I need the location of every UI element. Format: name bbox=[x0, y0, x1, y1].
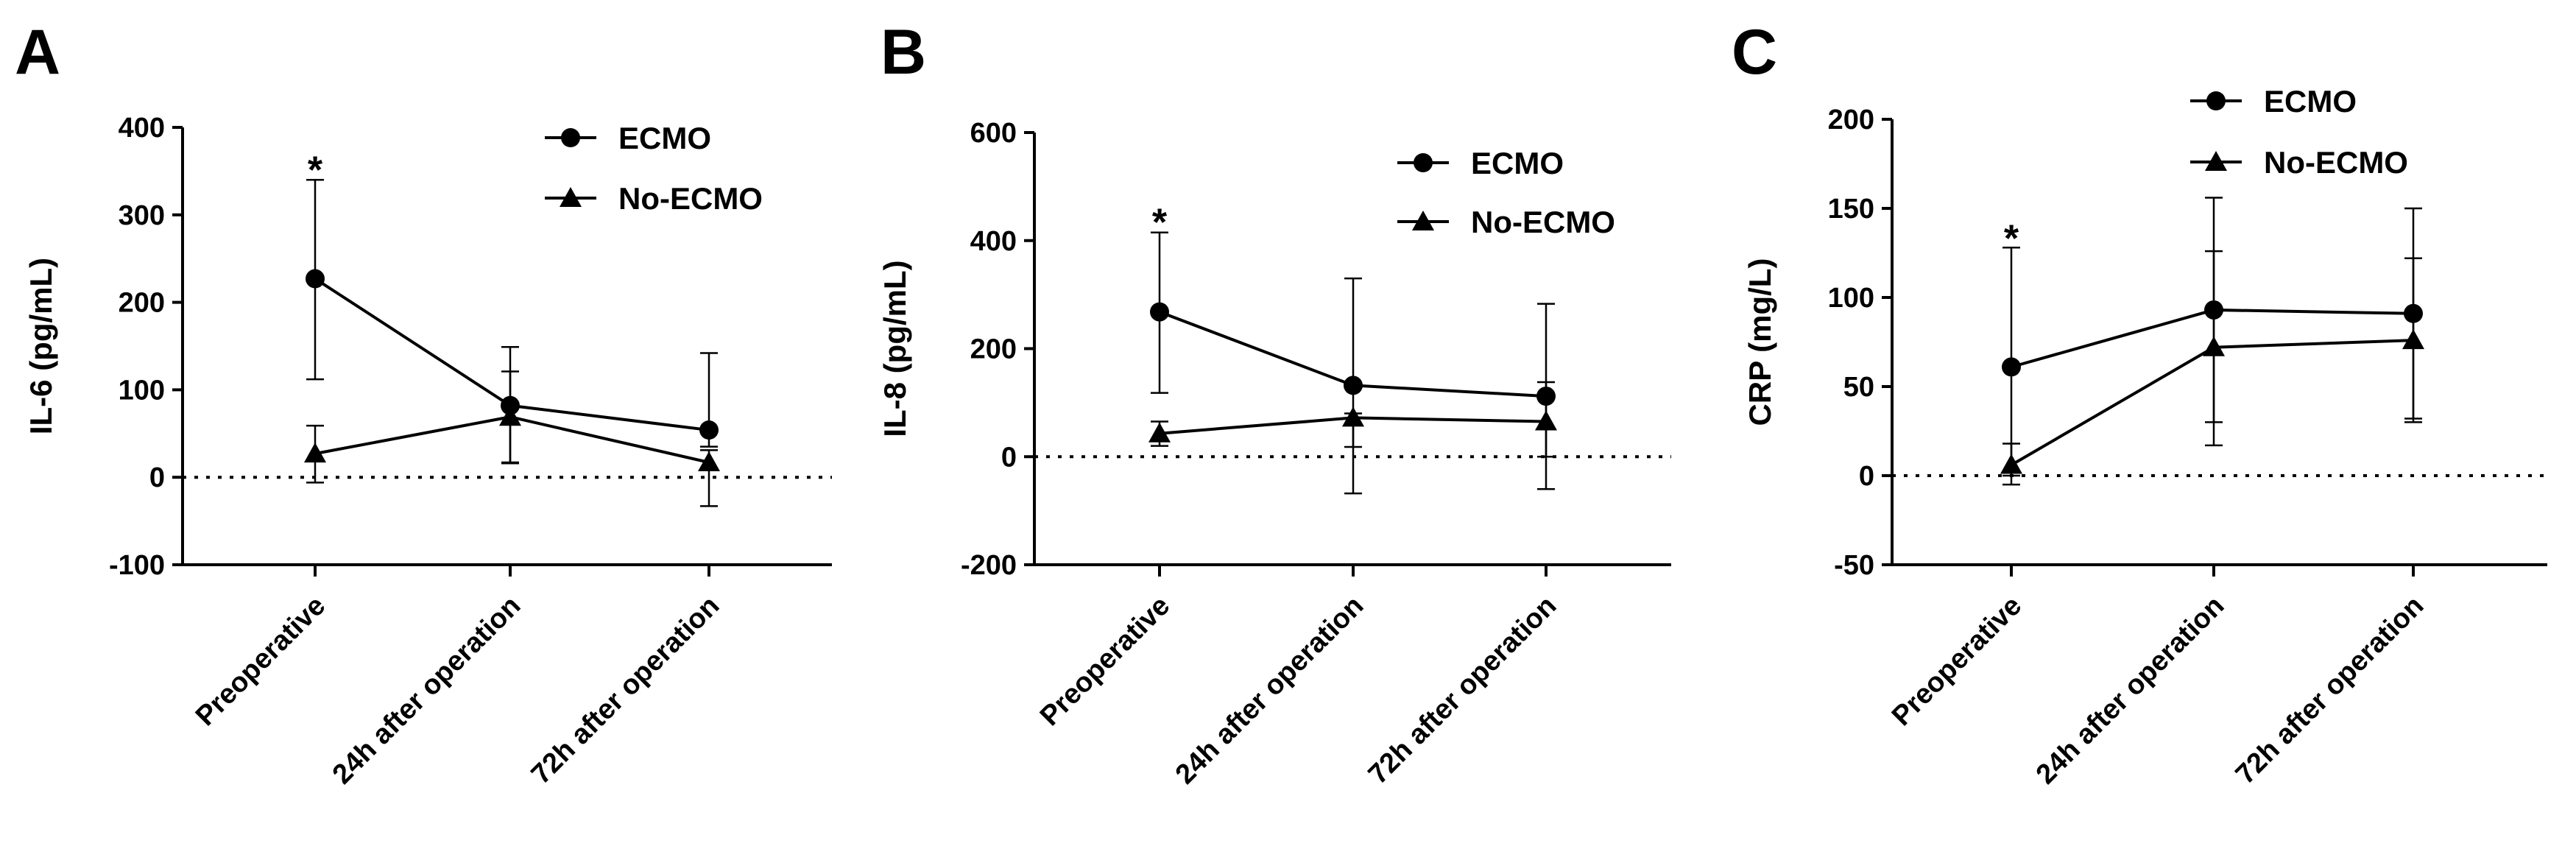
panel-c: C -50 0 50 100 150 200 CRP (mg/L) Preoperative 24… bbox=[1732, 17, 2547, 790]
x-category-label: Preoperative bbox=[190, 591, 331, 732]
legend-marker-triangle bbox=[2205, 151, 2227, 171]
y-tick-label: 150 bbox=[1828, 194, 1874, 225]
panel-letter: A bbox=[15, 17, 60, 88]
y-tick-label: -100 bbox=[109, 550, 165, 581]
data-point-triangle bbox=[1535, 410, 1557, 431]
y-tick-label: 300 bbox=[119, 200, 165, 231]
legend-entry: ECMO bbox=[2190, 84, 2357, 119]
legend-entry: ECMO bbox=[1397, 146, 1564, 180]
data-point-triangle bbox=[499, 406, 521, 426]
y-axis-title: CRP (mg/L) bbox=[1743, 258, 1777, 426]
legend-entry: ECMO bbox=[545, 121, 711, 155]
legend-label: ECMO bbox=[618, 121, 711, 155]
y-tick-label: 0 bbox=[149, 462, 165, 493]
y-tick-label: 200 bbox=[1828, 105, 1874, 135]
data-point-circle bbox=[306, 269, 325, 289]
data-point-triangle bbox=[1148, 422, 1171, 443]
y-tick-label: 200 bbox=[970, 334, 1017, 365]
y-tick-label: -50 bbox=[1834, 550, 1874, 581]
data-point-triangle bbox=[2000, 454, 2022, 474]
significance-marker: * bbox=[308, 149, 323, 191]
x-category-label: 72h after operation bbox=[2230, 591, 2430, 791]
x-category-label: 24h after operation bbox=[2030, 591, 2231, 791]
panel-letter: C bbox=[1732, 17, 1777, 88]
data-point-triangle bbox=[304, 443, 326, 463]
legend-entry: No-ECMO bbox=[1397, 205, 1615, 239]
panel-letter: B bbox=[881, 17, 926, 88]
y-tick-label: -200 bbox=[961, 550, 1017, 581]
legend-marker-triangle bbox=[560, 187, 582, 207]
y-tick-label: 600 bbox=[970, 118, 1017, 149]
significance-marker: * bbox=[2004, 217, 2019, 260]
legend-marker-triangle bbox=[1412, 211, 1434, 230]
legend-marker-circle bbox=[561, 128, 580, 147]
series-no-ecmo bbox=[1148, 381, 1557, 495]
y-tick-label: 0 bbox=[1859, 461, 1874, 492]
y-tick-label: 400 bbox=[970, 226, 1017, 257]
legend-label: ECMO bbox=[1471, 146, 1564, 180]
significance-marker: * bbox=[1152, 201, 1168, 244]
x-category-label: Preoperative bbox=[1034, 591, 1176, 732]
legend-label: No-ECMO bbox=[618, 181, 763, 216]
y-axis-title: IL-6 (pg/mL) bbox=[24, 258, 58, 434]
x-category-label: 24h after operation bbox=[327, 591, 527, 791]
data-point-circle bbox=[1150, 302, 1169, 322]
data-point-circle bbox=[2002, 357, 2021, 377]
y-tick-label: 200 bbox=[119, 288, 165, 319]
y-tick-label: 100 bbox=[119, 375, 165, 406]
panel-b: B -200 0 200 400 600 IL-8 (pg/mL) Preoperative2… bbox=[878, 17, 1671, 790]
x-category-label: 72h after operation bbox=[526, 591, 726, 791]
y-tick-label: 0 bbox=[1001, 442, 1017, 473]
y-tick-label: 400 bbox=[119, 113, 165, 144]
data-point-triangle bbox=[698, 451, 720, 472]
legend-label: No-ECMO bbox=[1471, 205, 1615, 239]
legend-entry: No-ECMO bbox=[2190, 145, 2408, 180]
data-point-circle bbox=[699, 420, 719, 440]
legend-entry: No-ECMO bbox=[545, 181, 763, 216]
legend-marker-circle bbox=[2206, 91, 2226, 110]
panel-a: A -100 0 100 200 300 400 IL-6 (pg/mL) Preoperati… bbox=[15, 17, 832, 790]
x-category-label: 24h after operation bbox=[1170, 591, 1370, 791]
data-point-triangle bbox=[2402, 329, 2424, 350]
legend-label: No-ECMO bbox=[2264, 145, 2408, 180]
y-tick-label: 100 bbox=[1828, 283, 1874, 314]
x-category-label: 72h after operation bbox=[1363, 591, 1563, 791]
series-ecmo bbox=[306, 179, 719, 465]
data-point-circle bbox=[1344, 376, 1363, 395]
y-axis-title: IL-8 (pg/mL) bbox=[878, 260, 912, 437]
series-no-ecmo bbox=[304, 370, 720, 507]
data-point-triangle bbox=[1342, 406, 1364, 427]
y-tick-label: 50 bbox=[1843, 372, 1874, 403]
x-category-label: Preoperative bbox=[1886, 591, 2028, 732]
legend-marker-circle bbox=[1414, 153, 1433, 172]
series-no-ecmo bbox=[2000, 250, 2424, 486]
data-point-triangle bbox=[2203, 336, 2225, 356]
legend-label: ECMO bbox=[2264, 84, 2357, 119]
